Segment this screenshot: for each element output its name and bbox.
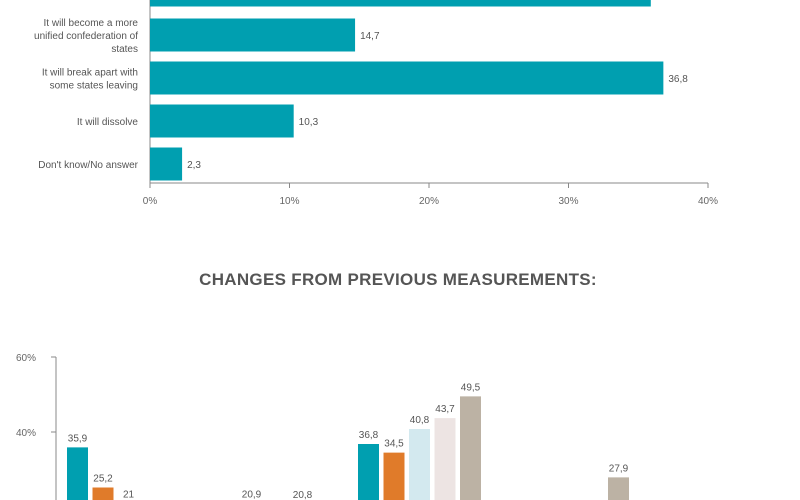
bar (460, 396, 481, 500)
x-tick-label: 40% (698, 196, 718, 207)
bar (150, 61, 664, 95)
bar (92, 487, 114, 500)
y-tick-label: 60% (16, 353, 36, 364)
x-tick-label: 10% (279, 196, 299, 207)
category-label: It will dissolve (77, 117, 139, 128)
bar-value-label: 20,8 (293, 490, 313, 500)
bar-value-label: 21 (123, 489, 135, 500)
bar (608, 477, 629, 500)
bar-value-label: 20,9 (242, 490, 262, 500)
bar-value-label: 36,8 (668, 74, 688, 85)
category-label: Don't know/No answer (38, 160, 138, 171)
bar (150, 18, 356, 52)
vertical-bar-chart: 40% 60% 35,9 25,2 21 20,9 20,8 36,8 34,5 40,8 43,7… (16, 353, 629, 500)
bar-value-label: 40,8 (410, 415, 430, 426)
bar-value-label: 27,9 (609, 463, 629, 474)
x-tick-label: 0% (143, 196, 158, 207)
bar (358, 444, 379, 500)
x-tick-label: 20% (419, 196, 439, 207)
category-label: It will become a more unified confederati… (34, 18, 138, 55)
bar-value-label: 34,5 (384, 439, 404, 450)
horizontal-bar-chart: 0%10%20%30%40%form it has today14,7It wi… (34, 0, 718, 207)
bar-value-label: 43,7 (435, 404, 455, 415)
bar-value-label: 2,3 (187, 160, 201, 171)
bar-value-label: 49,5 (461, 382, 481, 393)
bar (434, 418, 456, 500)
x-tick-label: 30% (558, 196, 578, 207)
bar-value-label: 14,7 (360, 31, 380, 42)
bar (150, 0, 651, 7)
bar (150, 147, 183, 181)
bar (409, 429, 430, 500)
y-tick-label: 40% (16, 428, 36, 439)
bar-value-label: 35,9 (68, 433, 88, 444)
bar-value-label: 10,3 (299, 117, 319, 128)
category-label: It will break apart with some states leav… (42, 68, 138, 92)
bar (150, 104, 294, 138)
bar-value-label: 36,8 (359, 430, 379, 441)
bar (67, 447, 88, 500)
section-heading: CHANGES FROM PREVIOUS MEASUREMENTS: (199, 270, 597, 289)
bar-value-label: 25,2 (93, 474, 113, 485)
bar (383, 452, 405, 500)
